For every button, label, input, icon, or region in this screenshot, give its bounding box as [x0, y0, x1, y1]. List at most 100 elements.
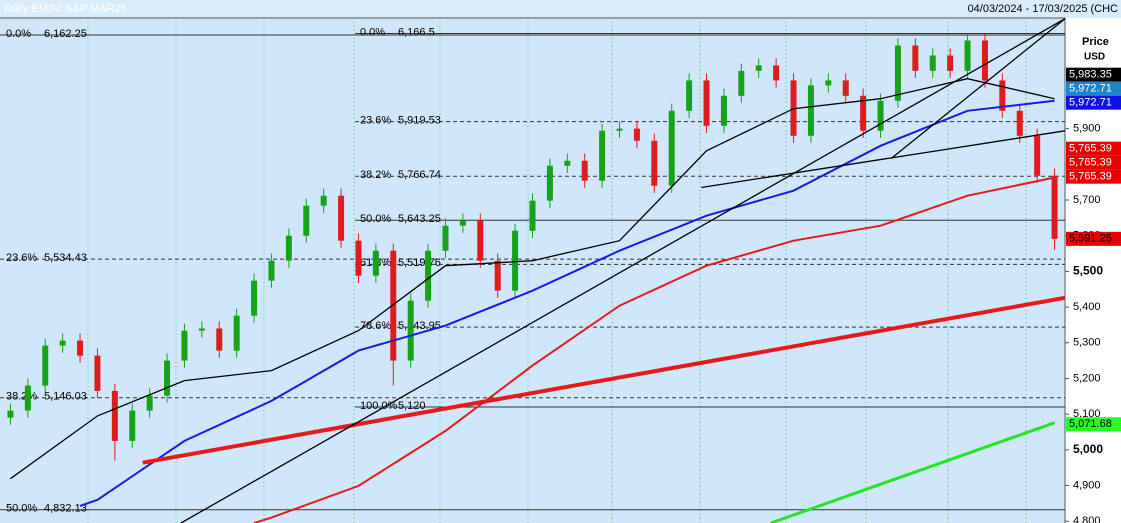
price-tag	[1066, 417, 1121, 432]
date-range: 04/03/2024 - 17/03/2025 (CHC	[968, 3, 1118, 15]
fib-pct: 38.2%	[6, 391, 37, 403]
candle-body	[303, 205, 310, 236]
fib-pct: 0.0%	[360, 26, 385, 38]
y-tick-label: 5,900	[1073, 123, 1101, 135]
candle-body	[24, 385, 31, 411]
candle-body	[94, 355, 101, 391]
candle-body	[111, 390, 118, 441]
candle-body	[459, 220, 466, 226]
candle-body	[59, 340, 66, 346]
fib-pct: 0.0%	[6, 28, 31, 40]
candle-body	[546, 165, 553, 201]
candle-body	[268, 260, 275, 281]
y-tick-label: 4,900	[1073, 479, 1101, 491]
candle-body	[529, 200, 536, 231]
candle-body	[372, 250, 379, 276]
candle-body	[703, 80, 710, 126]
candle-body	[564, 160, 571, 166]
candle-body	[738, 70, 745, 96]
candle-body	[981, 40, 988, 81]
fib-pct: 50.0%	[360, 213, 391, 225]
candle-body	[929, 55, 936, 71]
candle-body	[338, 195, 345, 241]
fib-label: 5,919.53	[398, 115, 441, 127]
y-tick-label: 5,400	[1073, 301, 1101, 313]
price-tag	[1066, 81, 1121, 96]
candle-body	[198, 328, 205, 331]
candle-body	[651, 140, 658, 186]
candle-body	[407, 300, 414, 361]
candle-body	[425, 250, 432, 301]
candle-body	[164, 360, 171, 396]
candle-body	[633, 128, 640, 141]
candle-body	[494, 260, 501, 291]
y-tick-label: 5,300	[1073, 337, 1101, 349]
candle-body	[390, 250, 397, 361]
fib-label: 5,534.43	[44, 252, 87, 264]
price-tag-label: 5,765.39	[1069, 143, 1112, 155]
candle-body	[842, 80, 849, 96]
price-tag	[1066, 155, 1121, 170]
fib-label: 5,519.76	[398, 257, 441, 269]
candle-body	[233, 315, 240, 351]
candle-body	[146, 395, 153, 411]
candle-body	[216, 328, 223, 351]
fib-label: 5,120	[398, 400, 426, 412]
fib-label: 5,766.74	[398, 169, 441, 181]
fib-label: 5,146.03	[44, 391, 87, 403]
y-axis-unit: USD	[1084, 52, 1105, 63]
y-axis-title: Price	[1082, 36, 1109, 48]
price-tag	[1066, 141, 1121, 156]
candle-body	[720, 95, 727, 126]
candle-body	[512, 230, 519, 291]
y-tick-label: 4,800	[1073, 515, 1101, 523]
overlay-line	[10, 78, 1055, 480]
fib-pct: 23.6%	[360, 115, 391, 127]
fib-pct: 23.6%	[6, 252, 37, 264]
candle-body	[285, 235, 292, 261]
overlay-line	[142, 295, 1066, 465]
price-tag	[1066, 231, 1121, 246]
candle-body	[894, 45, 901, 101]
candle-body	[1051, 175, 1058, 239]
price-tag-label: 5,972.71	[1069, 83, 1112, 95]
fib-pct: 50.0%	[6, 503, 37, 515]
price-tag-label: 5,765.39	[1069, 157, 1112, 169]
overlay-line	[180, 18, 1066, 523]
candle-body	[1016, 110, 1023, 136]
overlay-line	[770, 421, 1056, 523]
candle-body	[355, 240, 362, 276]
fib-label: 6,162.25	[44, 28, 87, 40]
overlay-line	[701, 130, 1066, 189]
price-tag	[1066, 169, 1121, 184]
candle-body	[442, 225, 449, 251]
candle-body	[7, 410, 14, 418]
overlay-line	[79, 99, 1055, 507]
y-tick-label: 5,700	[1073, 194, 1101, 206]
candle-body	[807, 85, 814, 136]
fib-label: 6,166.5	[398, 26, 435, 38]
header-bar	[0, 0, 1121, 18]
candle-body	[686, 80, 693, 111]
candle-body	[251, 280, 258, 316]
candle-body	[668, 110, 675, 186]
fib-label: 5,643.25	[398, 213, 441, 225]
candle-body	[825, 80, 832, 86]
y-tick-label: 5,000	[1073, 442, 1103, 456]
price-tag-label: 5,591.25	[1069, 233, 1112, 245]
candle-body	[999, 80, 1006, 111]
fib-pct: 100.0%	[360, 400, 398, 412]
price-tag	[1066, 67, 1121, 82]
overlay-line	[253, 176, 1055, 523]
price-tag-label: 5,765.39	[1069, 171, 1112, 183]
overlay-line	[890, 18, 1066, 160]
candle-body	[77, 340, 84, 356]
candle-body	[912, 45, 919, 71]
y-tick-label: 5,200	[1073, 372, 1101, 384]
price-tag	[1066, 95, 1121, 110]
candle-body	[773, 65, 780, 81]
candle-body	[320, 195, 327, 206]
fib-label: 4,832.13	[44, 503, 87, 515]
chart-title: Daily EMINI S&P MAR25	[4, 3, 127, 15]
